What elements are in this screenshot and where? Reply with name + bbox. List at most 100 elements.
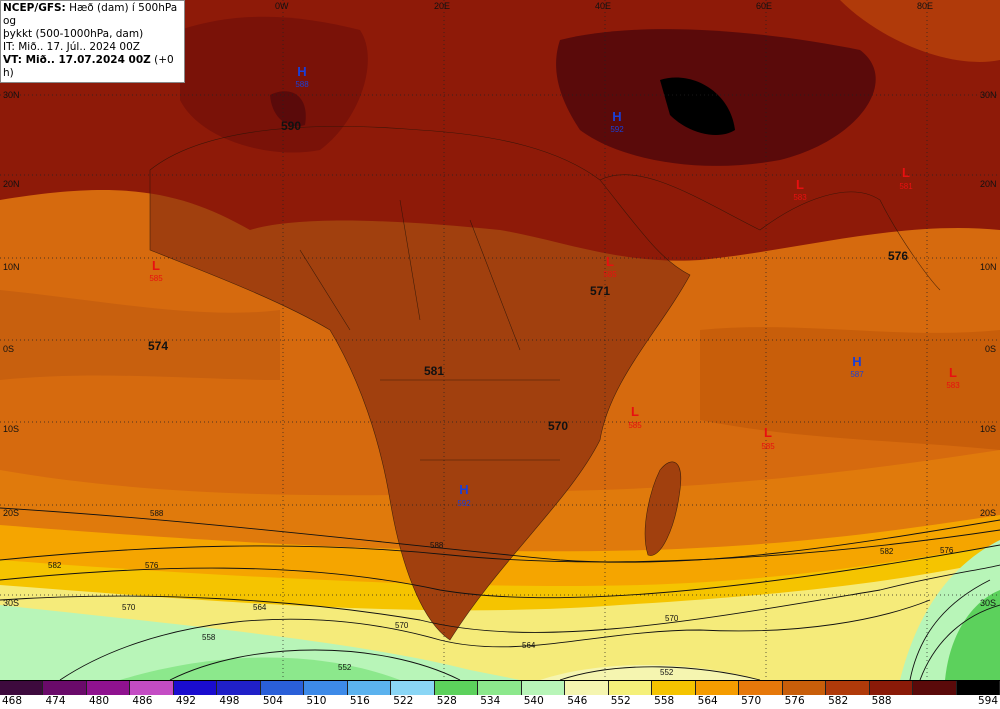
lon-label: 80E bbox=[917, 1, 933, 11]
low-pressure-value: 585 bbox=[628, 421, 642, 430]
legend-swatch bbox=[130, 681, 174, 695]
contour-label: 582 bbox=[48, 561, 62, 570]
lat-label-right: 0S bbox=[985, 344, 996, 354]
low-pressure-marker: L bbox=[902, 165, 910, 180]
legend-value: 510 bbox=[306, 695, 327, 707]
high-pressure-value: 588 bbox=[295, 80, 309, 89]
lat-label-left: 10S bbox=[3, 424, 19, 434]
legend-value: 594 bbox=[978, 695, 999, 707]
legend-value: 546 bbox=[567, 695, 588, 707]
lon-label: 0W bbox=[275, 1, 289, 11]
legend-swatch bbox=[217, 681, 261, 695]
lat-label-left: 0S bbox=[3, 344, 14, 354]
contour-label: 582 bbox=[880, 547, 894, 556]
info-line-4: VT: Mið.. 17.07.2024 00Z (+0 h) bbox=[3, 54, 181, 80]
legend-swatch bbox=[43, 681, 87, 695]
thickness-label: 590 bbox=[281, 119, 301, 133]
legend-value: 498 bbox=[219, 695, 240, 707]
contour-label: 588 bbox=[430, 541, 444, 550]
lat-label-right: 20N bbox=[980, 179, 997, 189]
high-pressure-value: 592 bbox=[610, 125, 624, 134]
low-pressure-value: 585 bbox=[149, 274, 163, 283]
low-pressure-value: 585 bbox=[761, 442, 775, 451]
legend-swatch bbox=[652, 681, 696, 695]
info-forecast-hour: (+0 h) bbox=[3, 54, 174, 79]
lon-label: 60E bbox=[756, 1, 772, 11]
high-pressure-value: 592 bbox=[457, 499, 471, 508]
legend-swatch bbox=[0, 681, 44, 695]
legend-value: 480 bbox=[88, 695, 109, 707]
legend-swatch bbox=[913, 681, 957, 695]
legend-value: 516 bbox=[349, 695, 370, 707]
contour-label: 576 bbox=[145, 561, 159, 570]
legend-value: 486 bbox=[132, 695, 153, 707]
legend-swatch bbox=[86, 681, 131, 695]
low-pressure-marker: L bbox=[764, 425, 772, 440]
lat-label-left: 20N bbox=[3, 179, 20, 189]
contour-label: 552 bbox=[660, 668, 674, 677]
contour-label: 576 bbox=[940, 546, 954, 555]
low-pressure-value: 583 bbox=[793, 193, 807, 202]
lat-label-right: 10S bbox=[980, 424, 996, 434]
contour-label: 588 bbox=[150, 509, 164, 518]
high-pressure-marker: H bbox=[459, 482, 468, 497]
legend-swatch bbox=[173, 681, 218, 695]
info-variable: Hæð (dam) í 500hPa og bbox=[3, 2, 178, 27]
weather-map: 0W 20E 40E 60E 80E 30N 20N 10N 0S 10S 20… bbox=[0, 0, 1000, 680]
low-pressure-value: 581 bbox=[899, 182, 913, 191]
info-valid-time: VT: Mið.. 17.07.2024 00Z bbox=[3, 54, 151, 66]
lat-label-right: 30S bbox=[980, 598, 996, 608]
low-pressure-marker: L bbox=[152, 258, 160, 273]
info-line-3: IT: Mið.. 17. Júl.. 2024 00Z bbox=[3, 41, 140, 53]
thickness-label: 574 bbox=[148, 339, 168, 353]
legend-value: 552 bbox=[610, 695, 631, 707]
lat-label-right: 10N bbox=[980, 262, 997, 272]
legend-swatch bbox=[521, 681, 566, 695]
contour-label: 552 bbox=[338, 663, 352, 672]
info-model: NCEP/GFS: bbox=[3, 2, 66, 14]
legend-value: 576 bbox=[784, 695, 805, 707]
legend-value: 582 bbox=[828, 695, 849, 707]
info-line-2: þykkt (500-1000hPa, dam) bbox=[3, 28, 144, 40]
contour-label: 570 bbox=[665, 614, 679, 623]
legend-value: 522 bbox=[393, 695, 414, 707]
lat-label-left: 30S bbox=[3, 598, 19, 608]
legend-swatch bbox=[391, 681, 435, 695]
contour-label: 558 bbox=[202, 633, 216, 642]
low-pressure-marker: L bbox=[949, 365, 957, 380]
color-legend-labels: 468 474 480 486 492 498 504 510 516 522 528 534 540 5… bbox=[0, 694, 1000, 709]
lat-label-left: 10N bbox=[3, 262, 20, 272]
lon-label: 20E bbox=[434, 1, 450, 11]
thickness-label: 581 bbox=[424, 364, 444, 378]
contour-label: 570 bbox=[395, 621, 409, 630]
thickness-label: 571 bbox=[590, 284, 610, 298]
legend-value: 564 bbox=[697, 695, 718, 707]
low-pressure-marker: L bbox=[796, 177, 804, 192]
legend-value: 468 bbox=[2, 695, 23, 707]
legend-swatch bbox=[478, 681, 522, 695]
high-pressure-value: 587 bbox=[850, 370, 864, 379]
legend-swatch bbox=[347, 681, 392, 695]
lat-label-right: 20S bbox=[980, 508, 996, 518]
low-pressure-marker: L bbox=[606, 254, 614, 269]
legend-value: 588 bbox=[871, 695, 892, 707]
legend-value: 540 bbox=[523, 695, 544, 707]
high-pressure-marker: H bbox=[297, 64, 306, 79]
legend-value: 570 bbox=[741, 695, 762, 707]
legend-value: 504 bbox=[262, 695, 283, 707]
legend-swatch bbox=[869, 681, 914, 695]
contour-label: 564 bbox=[522, 641, 536, 650]
legend-value: 534 bbox=[480, 695, 501, 707]
legend-swatch bbox=[304, 681, 348, 695]
thickness-label: 570 bbox=[548, 419, 568, 433]
low-pressure-value: 583 bbox=[946, 381, 960, 390]
thickness-label: 576 bbox=[888, 249, 908, 263]
lat-label-left: 20S bbox=[3, 508, 19, 518]
high-pressure-marker: H bbox=[852, 354, 861, 369]
info-line-1: NCEP/GFS: Hæð (dam) í 500hPa og bbox=[3, 2, 181, 28]
contour-label: 564 bbox=[253, 603, 267, 612]
legend-swatch bbox=[695, 681, 740, 695]
legend-value: 558 bbox=[654, 695, 675, 707]
legend-swatch bbox=[826, 681, 870, 695]
legend-value: 528 bbox=[436, 695, 457, 707]
